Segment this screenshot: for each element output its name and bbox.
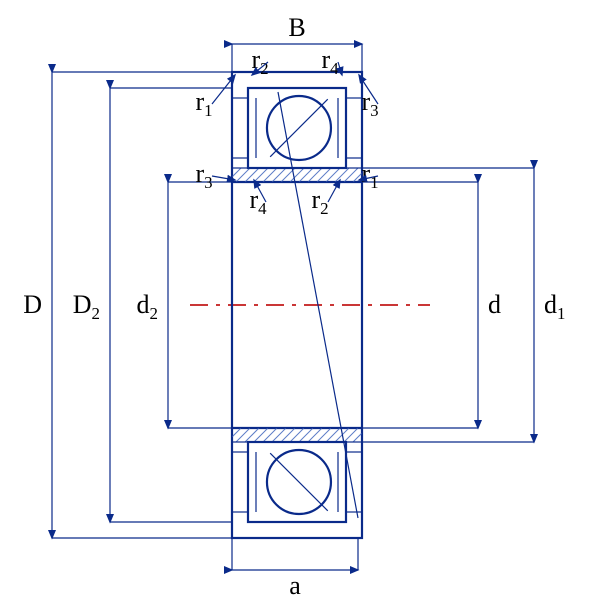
- bearing-cross-section-diagram: BaDD2d2dd1r1r2r4r3r3r4r2r1: [0, 0, 600, 600]
- label-r2-b: r2: [311, 185, 328, 218]
- label-B: B: [288, 13, 305, 42]
- label-d1: d1: [544, 290, 565, 323]
- label-d2: d2: [137, 290, 158, 323]
- bearing-top: [232, 88, 362, 168]
- label-r1-tl: r1: [195, 87, 212, 120]
- label-r4-t: r4: [321, 45, 339, 78]
- label-D2: D2: [73, 290, 100, 323]
- bearing-bottom: [232, 442, 362, 522]
- label-d: d: [488, 290, 501, 319]
- hatch-lower: [218, 428, 385, 442]
- label-a: a: [289, 571, 301, 600]
- label-r2-b-leader: [328, 180, 340, 202]
- label-r1-br: r1: [361, 159, 378, 192]
- label-D: D: [23, 290, 42, 319]
- label-r3-bl: r3: [195, 159, 212, 192]
- label-r4-b: r4: [249, 185, 267, 218]
